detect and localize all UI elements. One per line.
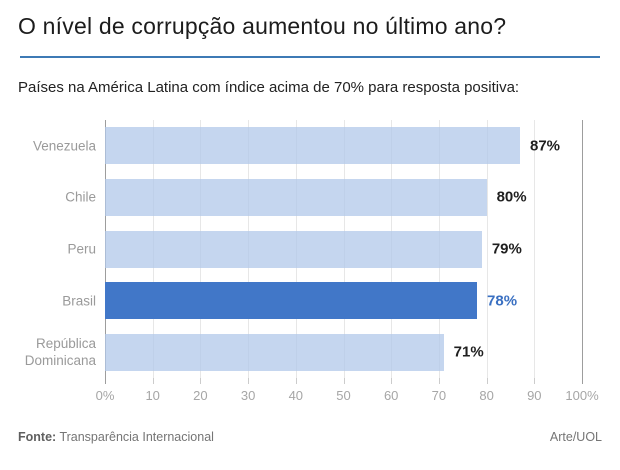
title-accent-rule — [20, 56, 600, 58]
value-label: 87% — [529, 137, 561, 155]
credit-text: Arte/UOL — [549, 430, 602, 444]
category-label: República Dominicana — [24, 336, 96, 369]
x-tick-label: 20 — [193, 388, 208, 403]
x-tick-label: 30 — [240, 388, 256, 403]
source-line: Fonte: Transparência Internacional — [18, 430, 214, 444]
bar — [105, 127, 520, 165]
chart-footer: Fonte: Transparência Internacional Arte/… — [18, 430, 602, 444]
value-label: 79% — [491, 240, 522, 258]
x-tick-label: 0% — [95, 388, 115, 403]
source-label: Fonte: — [18, 430, 57, 444]
value-label: 80% — [496, 188, 527, 206]
axis-tick — [295, 378, 297, 384]
gridline — [486, 120, 488, 378]
source-text: Transparência Internacional — [59, 430, 214, 444]
value-label: 78% — [487, 292, 518, 310]
axis-line — [582, 120, 583, 384]
category-label: Brasil — [62, 293, 96, 309]
bar — [105, 230, 482, 268]
x-tick-label: 80 — [479, 388, 494, 403]
x-tick-label: 90 — [527, 388, 542, 403]
x-tick-label: 10 — [145, 388, 160, 403]
chart-subtitle: Países na América Latina com índice acim… — [18, 79, 520, 96]
x-tick-label: 50 — [336, 388, 351, 403]
category-label: Peru — [67, 241, 96, 257]
bar-chart: 0% 10 20 30 40 50 60 70 80 90 100% 87% 80% 79% 78% 71% … — [0, 120, 620, 410]
x-tick-label: 100% — [565, 388, 599, 403]
category-label: Venezuela — [32, 138, 96, 154]
axis-tick — [152, 378, 154, 384]
axis-tick — [343, 378, 345, 384]
axis-tick — [486, 378, 488, 384]
axis-tick — [248, 378, 250, 384]
axis-tick — [200, 378, 202, 384]
axis-tick — [534, 378, 536, 384]
axis-tick — [391, 378, 393, 384]
gridline — [534, 120, 536, 378]
page-title: O nível de corrupção aumentou no último … — [18, 13, 507, 39]
bar — [105, 178, 487, 216]
plot-area: 0% 10 20 30 40 50 60 70 80 90 100% 87% 80% 79% 78% 71% — [96, 120, 599, 403]
value-label: 71% — [453, 343, 484, 361]
x-tick-label: 70 — [431, 388, 447, 403]
category-label: Chile — [65, 189, 96, 205]
bar — [105, 282, 478, 320]
axis-tick — [438, 378, 440, 384]
x-tick-label: 40 — [288, 388, 304, 403]
bar — [105, 333, 444, 371]
x-tick-label: 60 — [383, 388, 399, 403]
